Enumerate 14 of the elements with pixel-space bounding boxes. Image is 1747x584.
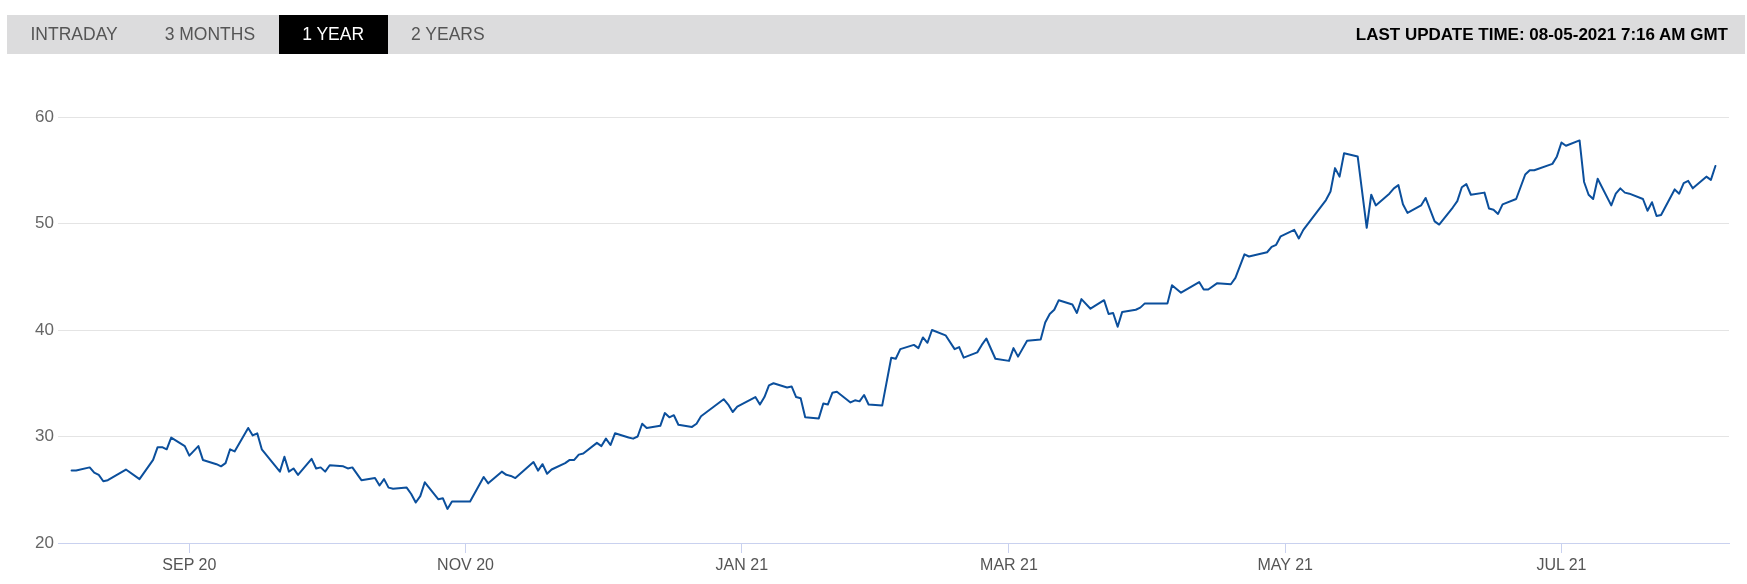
x-tick-label: MAY 21 bbox=[1257, 556, 1314, 574]
y-tick-label: 30 bbox=[35, 426, 54, 446]
y-tick-label: 60 bbox=[35, 106, 54, 126]
x-tick-label: MAR 21 bbox=[980, 556, 1038, 574]
y-tick-label: 20 bbox=[35, 532, 54, 552]
y-tick-label: 40 bbox=[35, 319, 54, 339]
x-tick-label: NOV 20 bbox=[437, 556, 495, 574]
x-tick-label: SEP 20 bbox=[162, 556, 217, 574]
chart-subtitle: LAST UPDATE TIME: 08-05-2021 7:16 AM GMT bbox=[1355, 24, 1728, 45]
x-tick-label: JUL 21 bbox=[1536, 556, 1587, 574]
tab-bar: INTRADAY 3 MONTHS 1 YEAR 2 YEARS LAST UPDATE TIME: 08-05-2021 7:16 AM GMT bbox=[7, 15, 1745, 54]
selected-tab: 1 YEAR bbox=[278, 15, 388, 54]
x-tick-label: JAN 21 bbox=[715, 556, 769, 574]
y-tick-label: 50 bbox=[35, 213, 54, 233]
